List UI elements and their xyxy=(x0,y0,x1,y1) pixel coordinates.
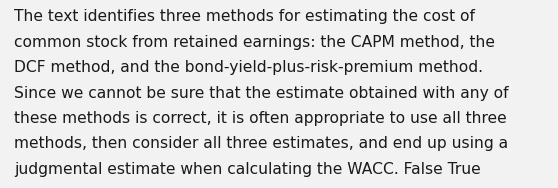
Text: methods, then consider all three estimates, and end up using a: methods, then consider all three estimat… xyxy=(14,136,508,151)
Text: judgmental estimate when calculating the WACC. False True: judgmental estimate when calculating the… xyxy=(14,162,480,177)
Text: Since we cannot be sure that the estimate obtained with any of: Since we cannot be sure that the estimat… xyxy=(14,86,508,101)
Text: The text identifies three methods for estimating the cost of: The text identifies three methods for es… xyxy=(14,9,475,24)
Text: these methods is correct, it is often appropriate to use all three: these methods is correct, it is often ap… xyxy=(14,111,507,126)
Text: common stock from retained earnings: the CAPM method, the: common stock from retained earnings: the… xyxy=(14,35,495,50)
Text: DCF method, and the bond-yield-plus-risk-premium method.: DCF method, and the bond-yield-plus-risk… xyxy=(14,60,483,75)
